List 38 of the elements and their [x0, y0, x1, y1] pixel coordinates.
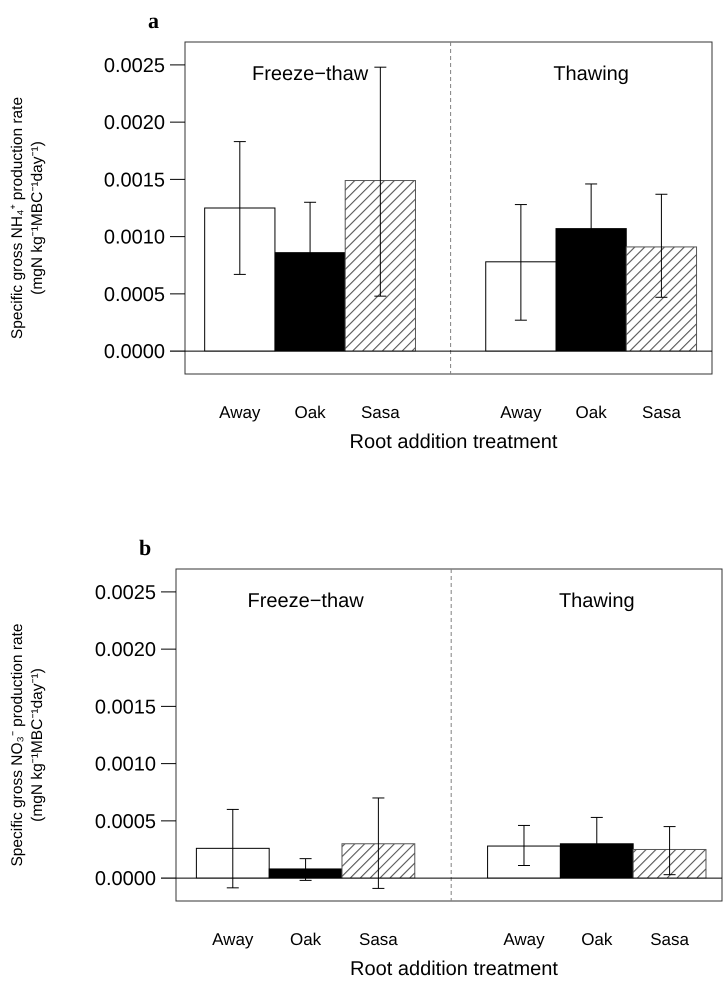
y-tick-label: 0.0015 [94, 696, 156, 718]
y-tick-label: 0.0025 [104, 54, 165, 77]
x-tick-label: Away [219, 403, 261, 422]
y-tick-label: 0.0020 [104, 112, 165, 134]
bar [626, 246, 698, 352]
annotation: Thawing [553, 63, 629, 85]
y-tick-label: 0.0000 [94, 868, 156, 890]
x-tick-label: Away [500, 403, 542, 422]
y-tick-label: 0.0005 [104, 284, 165, 306]
x-tick-label: Oak [581, 930, 613, 949]
x-tick-label: Sasa [642, 403, 682, 422]
x-tick-label: Away [212, 930, 254, 949]
y-tick-label: 0.0025 [94, 582, 156, 604]
x-tick-label: Sasa [359, 930, 398, 949]
x-tick-label: Oak [294, 403, 326, 422]
chart-title: a [148, 8, 159, 33]
y-axis-title: Specific gross NH₄⁺ production rate (mgN kg⁻¹MBC⁻¹day⁻¹) [9, 96, 46, 340]
x-tick-label: Sasa [360, 403, 400, 422]
bar [632, 848, 706, 879]
x-axis-title: Root addition treatment [350, 958, 558, 980]
x-axis-title: Root addition treatment [350, 431, 558, 453]
y-tick-label: 0.0015 [104, 169, 165, 192]
chart-title: b [139, 535, 152, 560]
y-tick-label: 0.0010 [94, 754, 156, 776]
x-tick-label: Away [503, 930, 546, 949]
y-tick-label: 0.0005 [94, 810, 156, 833]
bar [341, 843, 416, 879]
x-tick-label: Sasa [650, 930, 690, 949]
y-axis-title: Specific gross NO₃⁻ production rate (mgN kg⁻¹MBC⁻¹day⁻¹) [9, 623, 46, 867]
annotation: Freeze−thaw [248, 590, 364, 612]
annotation: Freeze−thaw [252, 63, 369, 85]
y-tick-label: 0.0020 [94, 639, 156, 662]
x-tick-label: Oak [576, 403, 608, 422]
x-tick-label: Oak [290, 930, 322, 949]
annotation: Thawing [558, 590, 635, 612]
bar [344, 180, 416, 352]
y-tick-label: 0.0000 [104, 341, 165, 364]
y-tick-label: 0.0010 [104, 226, 165, 249]
